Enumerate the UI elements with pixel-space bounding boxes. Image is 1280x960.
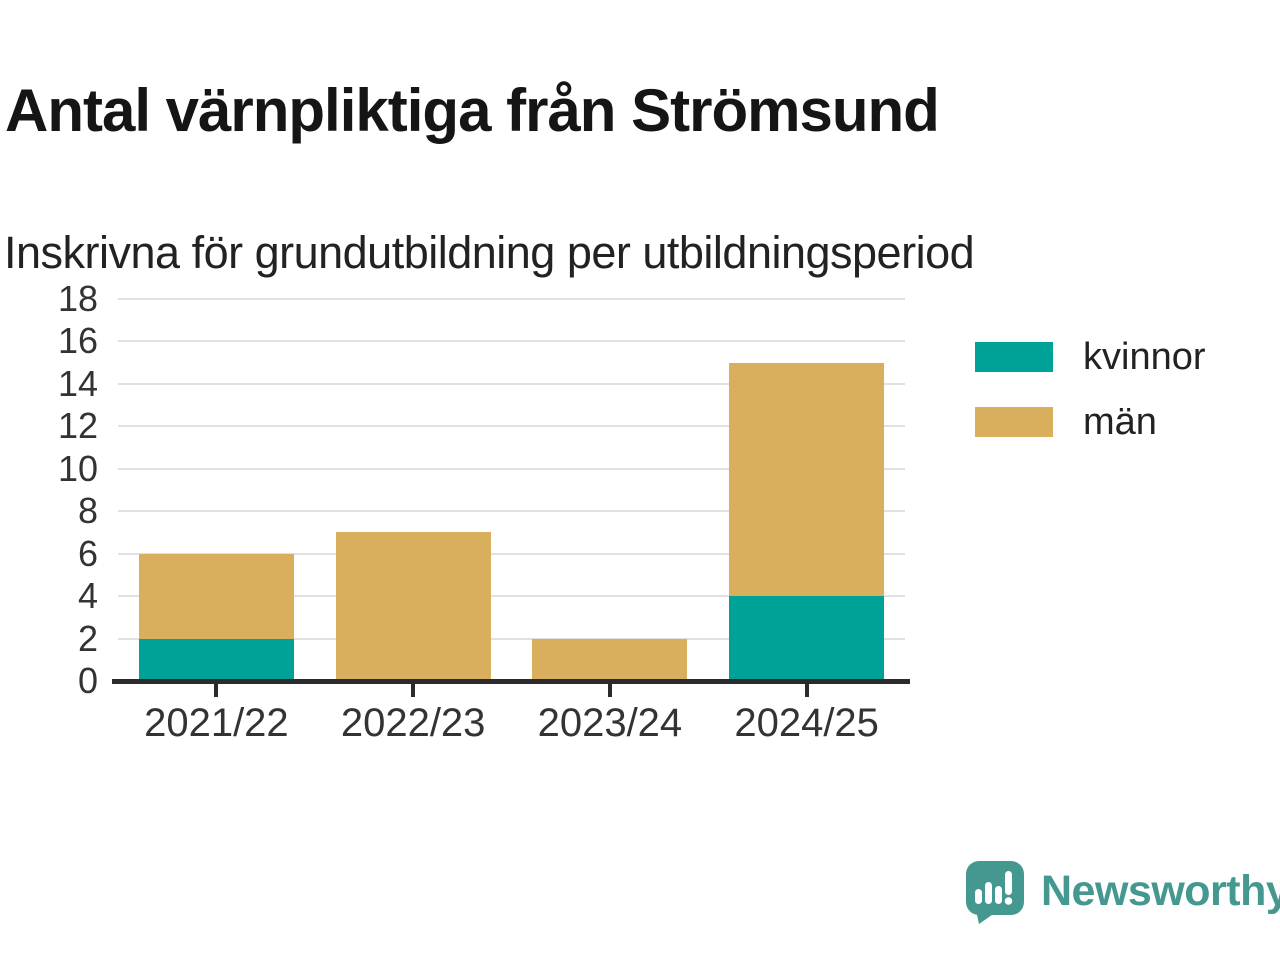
legend-label-män: män [1083, 401, 1157, 443]
x-tick-2024/25 [804, 684, 809, 697]
x-axis-label-2022/23: 2022/23 [340, 701, 486, 745]
gridline-y-8 [118, 510, 905, 513]
y-axis-label-18: 18 [57, 278, 98, 319]
y-axis-label-0: 0 [77, 660, 98, 701]
bar-2024/25-män [729, 362, 885, 597]
x-axis-line [112, 679, 910, 684]
gridline-y-16 [118, 340, 905, 343]
legend-swatch-män [975, 407, 1053, 437]
gridline-y-14 [118, 382, 905, 385]
gridline-y-2 [118, 637, 905, 640]
legend-item-män: män [975, 403, 1206, 441]
legend: kvinnor män [975, 338, 1206, 441]
y-axis-label-8: 8 [77, 490, 98, 532]
bar-2024/25-kvinnor [729, 596, 885, 681]
legend-swatch-kvinnor [975, 342, 1053, 372]
y-axis-label-14: 14 [57, 362, 98, 404]
bar-2021/22-kvinnor [138, 638, 294, 681]
y-axis-label-2: 2 [77, 617, 98, 659]
x-tick-2022/23 [411, 684, 416, 697]
x-tick-2023/24 [607, 684, 612, 697]
y-axis-label-12: 12 [57, 405, 98, 447]
plot-area [118, 298, 905, 681]
y-axis-label-16: 16 [57, 320, 98, 362]
chart-subtitle: Inskrivna för grundutbildning per utbild… [4, 227, 975, 279]
gridline-y-6 [118, 552, 905, 555]
x-axis-label-2021/22: 2021/22 [144, 701, 289, 745]
bar-2023/24-män [532, 638, 688, 681]
x-axis-label-2024/25: 2024/25 [734, 701, 879, 745]
y-axis-label-4: 4 [77, 575, 98, 617]
bar-2022/23-män [335, 532, 491, 681]
newsworthy-logo-icon [966, 861, 1024, 924]
legend-label-kvinnor: kvinnor [1083, 336, 1206, 378]
legend-item-kvinnor: kvinnor [975, 338, 1206, 376]
chart-title: Antal värnpliktiga från Strömsund [5, 77, 940, 145]
brand-footer: Newsworthy [963, 858, 1280, 924]
x-tick-2021/22 [214, 684, 219, 697]
gridline-y-12 [118, 425, 905, 428]
brand-name: Newsworthy [1041, 867, 1280, 915]
y-axis-label-10: 10 [57, 447, 98, 489]
y-axis-label-6: 6 [77, 532, 98, 574]
gridline-y-18 [118, 298, 905, 300]
bar-2021/22-män [138, 553, 294, 639]
gridline-y-4 [118, 595, 905, 598]
x-axis-label-2023/24: 2023/24 [537, 701, 683, 745]
gridline-y-10 [118, 467, 905, 470]
